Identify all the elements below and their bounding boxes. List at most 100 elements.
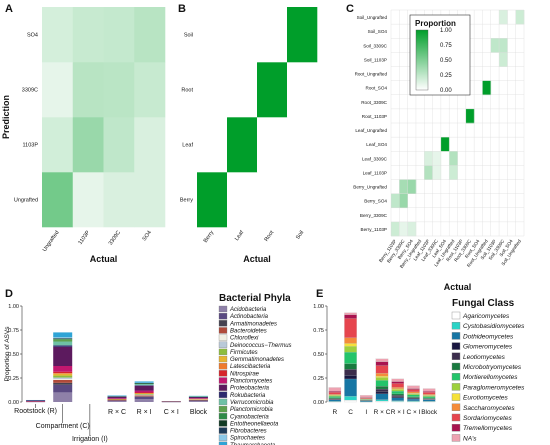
x-tick-label: 3309C (108, 230, 122, 247)
legend-label: Sordariomycetes (463, 415, 513, 422)
bar-segment (107, 398, 127, 399)
bar-segment (107, 399, 127, 401)
bar-segment (134, 385, 154, 386)
legend-label: Deinococcus−Thermus (230, 343, 292, 349)
bar-segment (53, 384, 73, 393)
y-axis-title: Prediction (1, 95, 11, 139)
y-tick-label: Soil_Ungrafted (357, 15, 388, 20)
legend-label: Mortierellomycetes (463, 374, 518, 381)
legend-label: Saccharomycetes (463, 405, 515, 412)
x-tick-label: Block (190, 409, 208, 416)
bar-segment (134, 392, 154, 394)
bar-segment (134, 384, 154, 386)
y-tick-label: Root_Ungrafted (355, 72, 388, 77)
x-tick-label: C × I (406, 409, 420, 416)
heat-cell (432, 151, 442, 166)
legend-swatch (218, 341, 228, 348)
heat-cell (287, 7, 318, 63)
bar-segment (407, 393, 420, 395)
x-tick-label: Root (264, 229, 276, 242)
heat-cell (42, 7, 74, 63)
bar-segment (391, 378, 404, 382)
x-tick-label: R × C (108, 409, 126, 416)
legend-swatch (218, 355, 228, 363)
legend-label: Leotiomycetes (463, 354, 506, 361)
heat-cell (227, 172, 258, 228)
x-tick-label: R (333, 409, 338, 416)
legend-label: Cyanobacteria (230, 414, 269, 420)
heat-cell (72, 172, 104, 228)
bar-segment (407, 389, 420, 393)
heat-cell (391, 221, 400, 237)
heat-cell (287, 117, 318, 173)
legend-swatch (451, 322, 461, 330)
legend-swatch (451, 342, 461, 350)
legend-swatch (451, 373, 461, 381)
heat-cell (499, 38, 508, 53)
legend-swatch (451, 332, 461, 340)
bar-segment (407, 396, 420, 398)
heat-cell (72, 62, 104, 118)
x-tick-label: Irrigation (I) (72, 436, 108, 443)
heat-cell (103, 172, 135, 228)
bar-segment (107, 400, 127, 402)
bar-segment (134, 394, 154, 395)
bar-segment (134, 396, 154, 400)
heat-cell (197, 62, 228, 118)
heat-cell (197, 172, 228, 228)
heat-cell (440, 137, 450, 152)
heat-cell (42, 172, 74, 228)
legend-label: Paraglomeromycetes (463, 384, 525, 391)
bar-segment (422, 394, 436, 396)
bar-chart-d: 0.00 0.25 0.50 0.75 1.00 Proportion of ASVs Ro… (4, 293, 292, 445)
x-tick-label: R × I (137, 409, 152, 416)
bar-segment (344, 314, 357, 319)
bar-segment (188, 399, 208, 401)
bar-segment (344, 351, 357, 364)
bar-segment (53, 332, 73, 338)
bar-segment (134, 381, 154, 383)
bar-segment (422, 391, 436, 393)
y-tick-label: Berry_1103P (361, 227, 387, 232)
bar-segment (407, 398, 420, 402)
y-tick-label: Soil_SO4 (368, 29, 388, 34)
panel-letter-b: B (178, 3, 186, 15)
bar-segment (375, 388, 389, 393)
bar-segment (134, 385, 154, 391)
legend-label: NA's (463, 435, 477, 442)
x-tick-label: Block (421, 409, 438, 416)
legend-label: Armatimonadetes (229, 321, 277, 327)
bar-segment (391, 393, 404, 396)
bar-segment (375, 377, 389, 381)
y-tick-label: Berry (180, 198, 193, 204)
bar-segment (422, 395, 436, 397)
bar-segment (53, 375, 73, 378)
x-tick-label: C (348, 409, 353, 416)
legend-swatch (451, 383, 461, 391)
y-tick-label: 0.00 (313, 400, 324, 406)
x-tick-label: SO4 (142, 230, 153, 242)
y-tick-label: Leaf_SO4 (366, 142, 387, 147)
bar-segment (375, 399, 389, 402)
y-tick-label: 0.00 (8, 400, 19, 406)
bar-segment (344, 318, 357, 338)
bar-segment (344, 369, 357, 376)
panel-letter-a: A (5, 3, 13, 15)
panel-letter-c: C (346, 3, 354, 15)
bar-segment (391, 395, 404, 397)
legend-swatch (218, 334, 228, 341)
legend-title: Proportion (415, 19, 456, 28)
legend-swatch (451, 434, 461, 442)
bar-segment (328, 387, 342, 392)
legend-label: Gemmatimonadetes (230, 357, 284, 363)
legend-swatch (218, 398, 228, 406)
bar-segment (407, 394, 420, 397)
legend-swatch (218, 312, 228, 320)
legend-label: Thaumarchaeota (230, 443, 276, 445)
legend-title: Fungal Class (452, 298, 515, 309)
bar-segment (188, 398, 208, 399)
x-tick-label: I (365, 409, 367, 416)
bar-segment (53, 345, 73, 347)
heat-cell (407, 221, 417, 237)
